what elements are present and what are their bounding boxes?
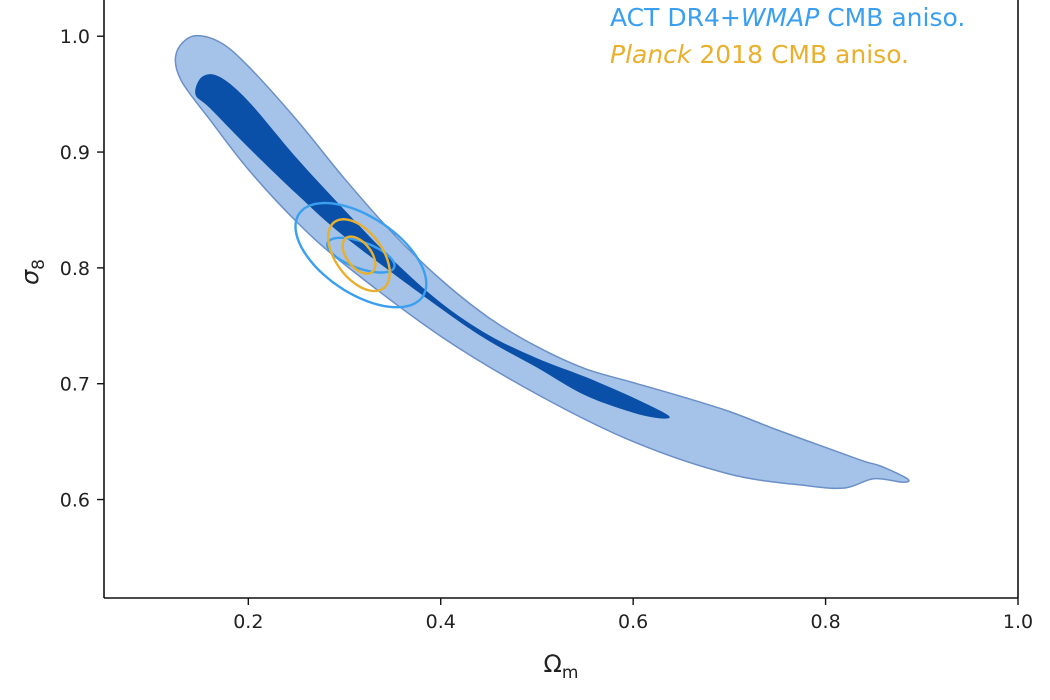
axes: 0.2 0.4 0.6 0.8 1.0 0.6 0.7 0.8 0.9 1.0 Ωm σ8 [16,0,1033,683]
y-tick-label: 0.8 [60,258,90,280]
contour-line-2 [326,217,391,293]
contour-inner-region [195,74,670,419]
series-planck-contours [326,217,391,293]
legend-entry-1: ACT DR4+WMAP CMB aniso. [610,3,965,32]
x-tick-label: 0.4 [426,611,456,633]
y-axis-label: σ8 [16,259,49,285]
x-tick-label: 0.6 [618,611,648,633]
contour-outer-region [174,34,910,490]
x-axis-label: Ωm [544,650,579,683]
series-act-wmap-contours [294,201,428,309]
y-tick-label: 0.7 [60,374,90,396]
contour-line-2 [294,201,428,309]
x-tick-label: 1.0 [1003,611,1033,633]
x-tick-label: 0.8 [810,611,840,633]
y-tick-label: 1.0 [60,26,90,48]
y-tick-label: 0.6 [60,490,90,512]
contour-line-1 [341,235,377,275]
contour-line-1 [325,236,396,274]
y-tick-label: 0.9 [60,142,90,164]
plot-data-layer [174,34,910,490]
legend-entry-2: Planck 2018 CMB aniso. [610,40,909,69]
legend: ACT DR4+WMAP CMB aniso. Planck 2018 CMB a… [610,3,965,69]
x-tick-label: 0.2 [233,611,263,633]
